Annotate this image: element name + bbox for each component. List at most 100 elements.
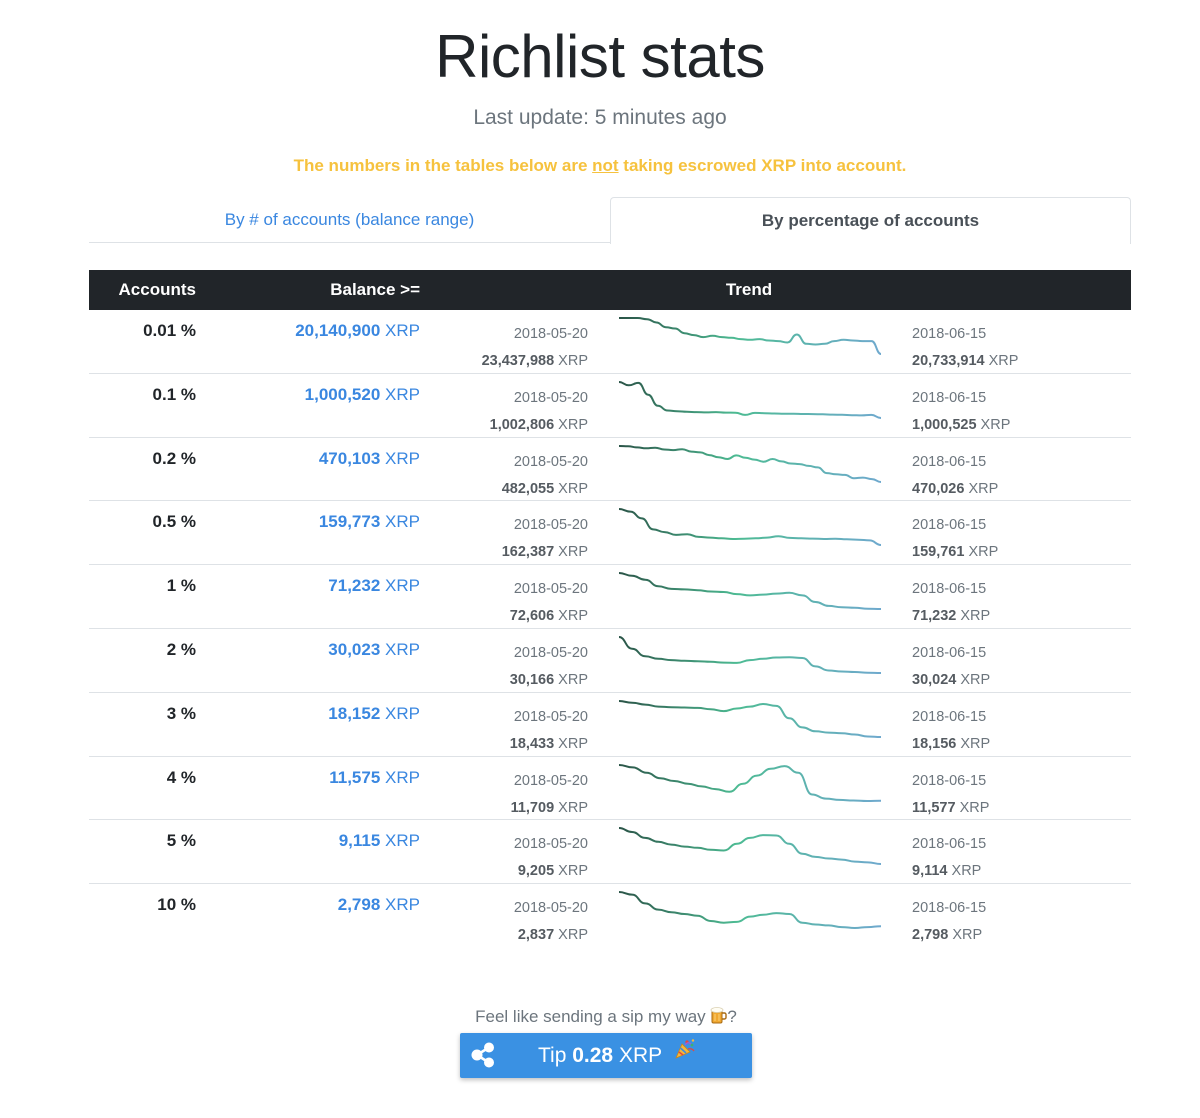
end-amount-value: 71,232	[912, 608, 957, 625]
table-row: 0.2 % 470,103 XRP 2018-05-20 482,055 XRP 201…	[89, 438, 1131, 502]
table-row: 2 % 30,023 XRP 2018-05-20 30,166 XRP 2018-06…	[89, 629, 1131, 693]
page-title: Richlist stats	[435, 23, 765, 90]
end-amount-value: 2,798	[912, 927, 949, 944]
trend-line	[618, 827, 882, 866]
start-amount: 23,437,988 XRP	[429, 348, 588, 375]
end-amount-unit: XRP	[968, 544, 999, 561]
start-amount: 482,055 XRP	[429, 476, 588, 503]
balance-unit: XRP	[385, 512, 420, 532]
balance-unit: XRP	[385, 703, 420, 723]
table-row: 0.01 % 20,140,900 XRP 2018-05-20 23,437,988…	[89, 310, 1131, 374]
balance-unit: XRP	[385, 895, 420, 915]
trend-end: 2018-06-15 1,000,525 XRP	[912, 385, 1112, 439]
last-update-text: Last update: 5 minutes ago	[473, 106, 727, 129]
trend-start: 2018-05-20 23,437,988 XRP	[429, 321, 588, 375]
start-date: 2018-05-20	[513, 389, 588, 406]
trend-start: 2018-05-20 482,055 XRP	[429, 449, 588, 503]
end-amount-unit: XRP	[960, 608, 991, 625]
end-date: 2018-06-15	[912, 772, 987, 789]
trend-start: 2018-05-20 1,002,806 XRP	[429, 385, 588, 439]
tab-by-accounts-range[interactable]: By # of accounts (balance range)	[224, 210, 475, 229]
end-date: 2018-06-15	[912, 644, 987, 661]
accounts-percentage: 10 %	[157, 895, 196, 915]
trend-line	[618, 763, 882, 802]
trend-end: 2018-06-15 9,114 XRP	[912, 831, 1112, 885]
end-date: 2018-06-15	[912, 836, 987, 853]
end-amount-value: 20,733,914	[912, 353, 985, 369]
view-tabs: By # of accounts (balance range) By perc…	[89, 197, 1131, 244]
trend-end: 2018-06-15 470,026 XRP	[912, 449, 1112, 503]
start-date: 2018-05-20	[513, 644, 588, 661]
end-amount-unit: XRP	[968, 480, 999, 497]
accounts-percentage: 0.01 %	[143, 321, 196, 340]
header-trend: Trend	[725, 280, 773, 299]
end-amount: 2,798 XRP	[912, 922, 1112, 949]
warning-emphasis: not	[592, 156, 619, 175]
start-date: 2018-05-20	[513, 836, 588, 853]
trend-sparkline	[618, 444, 882, 483]
accounts-percentage: 4 %	[166, 767, 196, 787]
trend-sparkline	[618, 891, 882, 930]
tab-by-percentage[interactable]: By percentage of accounts	[610, 197, 1131, 244]
tip-button-label: Tip 0.28 XRP	[538, 1033, 662, 1078]
start-amount-unit: XRP	[558, 671, 588, 688]
trend-start: 2018-05-20 72,606 XRP	[429, 576, 588, 630]
trend-start: 2018-05-20 30,166 XRP	[429, 640, 588, 694]
table-row: 0.5 % 159,773 XRP 2018-05-20 162,387 XRP 201…	[89, 501, 1131, 566]
header-accounts: Accounts	[118, 280, 196, 299]
start-amount: 18,433 XRP	[429, 731, 588, 758]
trend-start: 2018-05-20 9,205 XRP	[429, 831, 588, 885]
trend-start: 2018-05-20 18,433 XRP	[429, 704, 588, 758]
balance-threshold: 470,103 XRP	[219, 449, 420, 469]
start-amount-unit: XRP	[558, 416, 588, 433]
start-amount-unit: XRP	[558, 480, 588, 497]
end-amount: 20,733,914 XRP	[912, 348, 1112, 375]
trend-sparkline	[618, 380, 882, 419]
end-date: 2018-06-15	[912, 389, 987, 406]
balance-threshold: 18,152 XRP	[219, 704, 420, 724]
end-amount-value: 11,577	[912, 799, 956, 816]
trend-end: 2018-06-15 159,761 XRP	[912, 512, 1112, 566]
trend-sparkline	[618, 763, 882, 802]
richlist-table: Accounts Balance >= Trend 0.01 % 20,140,9…	[89, 270, 1131, 948]
balance-threshold: 159,773 XRP	[219, 512, 420, 532]
start-amount-unit: XRP	[558, 863, 588, 880]
balance-value: 159,773	[318, 512, 381, 532]
balance-value: 71,232	[328, 576, 381, 596]
balance-value: 1,000,520	[304, 384, 381, 404]
balance-unit: XRP	[385, 321, 420, 340]
start-amount-value: 482,055	[501, 480, 555, 497]
table-row: 3 % 18,152 XRP 2018-05-20 18,433 XRP 2018-06…	[89, 693, 1131, 757]
trend-sparkline	[619, 317, 882, 355]
end-amount-unit: XRP	[951, 863, 982, 880]
trend-sparkline	[618, 635, 882, 674]
end-date: 2018-06-15	[912, 453, 987, 470]
start-amount-value: 72,606	[509, 608, 555, 625]
tip-xrp-button[interactable]: Tip 0.28 XRP	[460, 1033, 752, 1078]
accounts-percentage: 2 %	[166, 639, 196, 659]
start-date: 2018-05-20	[513, 900, 588, 917]
end-amount-value: 18,156	[912, 735, 957, 752]
end-amount: 18,156 XRP	[912, 731, 1112, 758]
end-amount-value: 159,761	[912, 544, 965, 561]
table-row: 1 % 71,232 XRP 2018-05-20 72,606 XRP 2018-06…	[89, 565, 1131, 629]
balance-threshold: 2,798 XRP	[219, 895, 420, 915]
trend-end: 2018-06-15 18,156 XRP	[912, 704, 1112, 758]
balance-threshold: 71,232 XRP	[219, 576, 420, 596]
start-date: 2018-05-20	[513, 517, 588, 534]
start-amount-unit: XRP	[558, 353, 588, 369]
tip-unit: XRP	[613, 1044, 663, 1067]
start-amount-value: 18,433	[509, 735, 555, 752]
trend-line	[619, 317, 882, 355]
start-amount: 162,387 XRP	[429, 539, 588, 566]
end-amount: 71,232 XRP	[912, 603, 1112, 630]
balance-unit: XRP	[385, 831, 420, 851]
trend-line	[618, 508, 882, 547]
balance-unit: XRP	[385, 767, 420, 787]
end-amount: 9,114 XRP	[912, 858, 1112, 885]
end-amount: 159,761 XRP	[912, 539, 1112, 566]
start-date: 2018-05-20	[513, 326, 588, 342]
start-date: 2018-05-20	[513, 581, 588, 598]
balance-value: 2,798	[337, 895, 381, 915]
start-date: 2018-05-20	[513, 708, 588, 725]
